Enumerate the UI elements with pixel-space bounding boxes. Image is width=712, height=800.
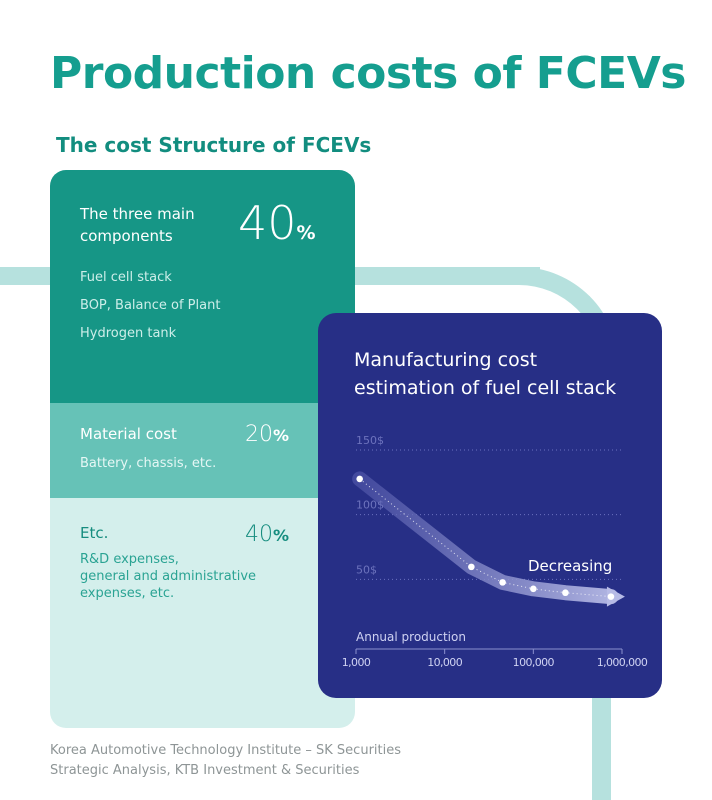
page-title: Production costs of FCEVs bbox=[50, 48, 686, 99]
etc-percent: 40% bbox=[245, 522, 289, 547]
list-item: Fuel cell stack bbox=[80, 270, 172, 285]
y-tick-label: 50$ bbox=[356, 563, 377, 576]
percent-value: 40 bbox=[245, 522, 273, 547]
data-point bbox=[530, 585, 537, 593]
decreasing-annotation: Decreasing bbox=[528, 557, 612, 575]
main-components-section: The three main components 40% Fuel cell … bbox=[50, 170, 355, 403]
x-tick-label: 10,000 bbox=[427, 656, 462, 669]
x-tick-label: 1,000 bbox=[342, 656, 371, 669]
material-cost-desc: Battery, chassis, etc. bbox=[80, 456, 217, 471]
main-components-percent: 40% bbox=[238, 196, 316, 250]
source-line: Strategic Analysis, KTB Investment & Sec… bbox=[50, 763, 360, 778]
material-cost-section: Material cost 20% Battery, chassis, etc. bbox=[50, 403, 355, 498]
section-subtitle: The cost Structure of FCEVs bbox=[56, 133, 372, 157]
chart-title-line: Manufacturing cost bbox=[354, 349, 538, 371]
percent-value: 40 bbox=[238, 196, 297, 250]
etc-desc: R&D expenses, general and administrative… bbox=[80, 551, 300, 602]
percent-unit: % bbox=[273, 426, 290, 445]
trend-arrowhead bbox=[606, 586, 625, 607]
source-line: Korea Automotive Technology Institute – … bbox=[50, 743, 402, 758]
y-tick-label: 150$ bbox=[356, 434, 384, 447]
percent-value: 20 bbox=[245, 422, 273, 447]
x-tick-label: 1,000,000 bbox=[597, 656, 648, 669]
data-point bbox=[356, 475, 363, 483]
data-point bbox=[468, 563, 475, 571]
etc-label: Etc. bbox=[80, 524, 109, 542]
cost-line-chart: 150$ 100$ 50$ Annual production 1,000 10,000 1… bbox=[342, 434, 649, 669]
list-item: Hydrogen tank bbox=[80, 326, 177, 341]
material-cost-percent: 20% bbox=[245, 422, 289, 447]
etc-section: Etc. 40% R&D expenses, general and admin… bbox=[50, 498, 355, 728]
main-components-label: The three main components bbox=[80, 203, 230, 247]
x-axis-label: Annual production bbox=[356, 630, 466, 644]
etc-desc-line: R&D expenses, bbox=[80, 552, 179, 567]
y-tick-label: 100$ bbox=[356, 499, 384, 512]
percent-unit: % bbox=[296, 222, 316, 244]
trend-band bbox=[352, 471, 619, 605]
trend-line bbox=[359, 478, 611, 598]
source-note: Korea Automotive Technology Institute – … bbox=[50, 741, 401, 781]
data-point bbox=[499, 579, 506, 586]
x-tick-label: 100,000 bbox=[513, 656, 555, 669]
main-components-label-line: The three main bbox=[80, 205, 195, 223]
percent-unit: % bbox=[273, 526, 290, 545]
list-item: BOP, Balance of Plant bbox=[80, 298, 221, 313]
etc-desc-line: general and administrative bbox=[80, 569, 257, 584]
main-components-label-line: components bbox=[80, 227, 173, 245]
cost-structure-card: The three main components 40% Fuel cell … bbox=[50, 170, 355, 728]
material-cost-label: Material cost bbox=[80, 425, 177, 443]
chart-title-line: estimation of fuel cell stack bbox=[354, 377, 617, 399]
etc-desc-line: expenses, etc. bbox=[80, 586, 175, 601]
data-point bbox=[607, 593, 615, 600]
main-components-list: Fuel cell stack BOP, Balance of Plant Hy… bbox=[80, 264, 220, 348]
chart-title: Manufacturing cost estimation of fuel ce… bbox=[354, 346, 654, 402]
cost-estimation-panel: Manufacturing cost estimation of fuel ce… bbox=[318, 313, 662, 698]
data-point bbox=[562, 589, 569, 597]
